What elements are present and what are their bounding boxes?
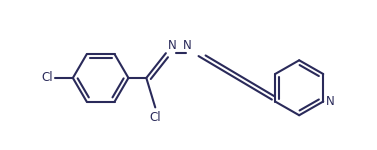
Text: N: N	[168, 39, 176, 52]
Text: Cl: Cl	[41, 71, 53, 84]
Text: Cl: Cl	[149, 111, 161, 124]
Text: N: N	[326, 95, 335, 108]
Text: N: N	[183, 39, 192, 52]
